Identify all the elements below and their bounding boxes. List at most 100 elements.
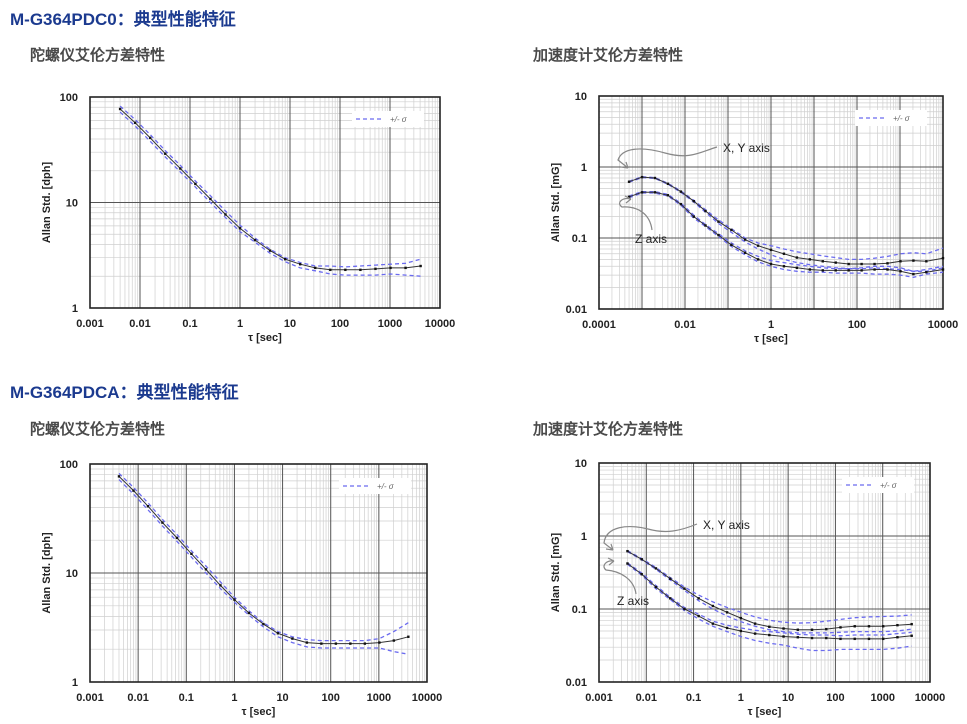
data-point — [666, 194, 670, 197]
data-point — [363, 642, 367, 645]
data-point — [711, 604, 715, 608]
annotation-arrow — [603, 523, 698, 551]
x-tick-label: 100 — [331, 318, 349, 330]
data-point — [768, 625, 771, 629]
data-point — [419, 264, 422, 268]
data-point — [334, 642, 338, 645]
sigma-lower-line — [627, 551, 912, 634]
x-tick-label: 10 — [782, 692, 794, 704]
data-point — [756, 258, 760, 261]
legend-box — [352, 111, 424, 127]
data-point — [653, 176, 657, 180]
sigma-lower-line — [628, 192, 944, 278]
data-point — [925, 260, 928, 263]
data-point — [711, 622, 715, 625]
data-point — [238, 227, 242, 230]
data-point — [374, 267, 377, 271]
data-point — [392, 639, 396, 642]
data-point — [349, 642, 352, 645]
data-point — [743, 251, 747, 254]
x-tick-label: 1000 — [378, 318, 402, 330]
data-point — [276, 632, 280, 635]
data-point — [796, 628, 799, 631]
y-tick-label: 10 — [575, 91, 587, 103]
data-point — [769, 262, 773, 266]
data-point — [753, 632, 757, 635]
data-point — [233, 598, 236, 601]
x-tick-label: 0.001 — [585, 692, 613, 704]
data-point — [175, 536, 179, 540]
legend-box — [842, 477, 914, 493]
plot-area — [599, 463, 930, 682]
data-point — [867, 625, 871, 628]
data-point — [825, 636, 828, 640]
y-tick-label: 0.01 — [566, 304, 587, 316]
data-point — [899, 260, 902, 263]
y-tick-label: 0.01 — [566, 677, 587, 689]
annotation-arrow — [603, 557, 637, 595]
data-point — [739, 616, 743, 620]
data-point — [668, 597, 672, 600]
x-tick-label: 0.01 — [127, 692, 148, 704]
grid — [89, 96, 441, 309]
data-point — [821, 269, 824, 272]
data-point — [834, 269, 837, 272]
data-point — [626, 549, 629, 553]
data-point — [389, 266, 392, 270]
data-point — [899, 270, 902, 273]
data-point — [825, 627, 828, 631]
x-tick-label: 0.0001 — [582, 319, 616, 331]
data-point — [753, 622, 757, 625]
data-point — [739, 629, 743, 633]
x-tick-label: 0.1 — [182, 318, 197, 330]
data-point — [692, 215, 695, 218]
y-axis-label: Allan Std. [mG] — [550, 532, 562, 612]
data-point — [717, 220, 720, 223]
data-point — [697, 614, 700, 618]
annotation-arrow — [617, 146, 718, 169]
y-tick-label: 100 — [60, 92, 78, 104]
data-point — [133, 121, 137, 124]
x-tick-label: 10000 — [425, 318, 456, 330]
y-tick-label: 0.1 — [572, 604, 587, 616]
data-point — [653, 191, 657, 194]
data-point — [247, 611, 251, 615]
data-point — [654, 585, 658, 589]
data-point — [190, 552, 193, 556]
data-point — [782, 252, 786, 255]
data-point — [283, 258, 287, 261]
data-point — [782, 627, 785, 630]
data-point — [808, 258, 812, 261]
data-point — [704, 224, 707, 227]
legend-sigma-label: +/- σ — [893, 114, 911, 123]
x-axis-label: τ [sec] — [748, 706, 782, 718]
data-point — [224, 213, 227, 216]
section-title-pdc0: M-G364PDC0：典型性能特征 — [10, 10, 236, 29]
data-point — [666, 182, 670, 185]
data-point — [146, 505, 150, 508]
data-point — [320, 642, 323, 645]
data-point — [209, 197, 212, 201]
data-point — [839, 626, 842, 629]
data-point — [795, 266, 799, 270]
data-point — [640, 558, 643, 561]
x-axis-label: τ [sec] — [754, 333, 788, 345]
section-title-pdca: M-G364PDCA：典型性能特征 — [10, 383, 239, 402]
data-point — [305, 641, 309, 644]
y-tick-label: 100 — [60, 459, 78, 471]
sigma-upper-line — [628, 190, 944, 272]
data-point — [896, 636, 899, 639]
data-point — [299, 263, 302, 266]
legend-box — [855, 110, 927, 126]
y-tick-label: 1 — [581, 162, 587, 174]
accel-allan-chart-pdc0: 0.0001 0.01 1 100 10000 0.01 0.1 1 10 τ [sec] Alla… — [550, 91, 958, 345]
x-tick-label: 0.01 — [674, 319, 695, 331]
x-tick-label: 10 — [284, 318, 296, 330]
x-tick-label: 0.1 — [179, 692, 194, 704]
data-point — [679, 202, 683, 206]
data-point — [853, 637, 856, 641]
data-point — [407, 635, 410, 638]
plot-frame — [598, 462, 931, 683]
sigma-upper-line — [627, 562, 912, 637]
x-tick-label: 0.01 — [129, 318, 150, 330]
